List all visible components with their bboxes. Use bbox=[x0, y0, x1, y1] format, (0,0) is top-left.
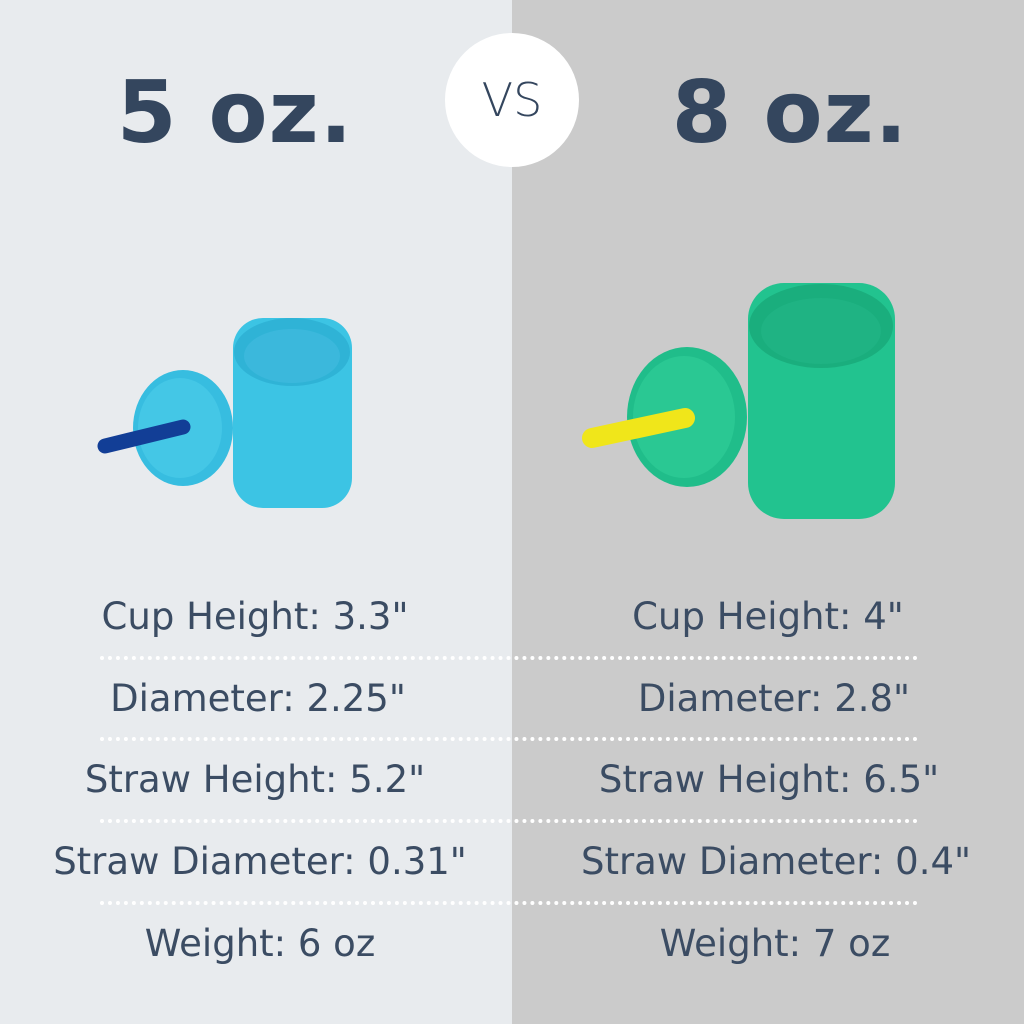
right-spec-straw-diameter: Straw Diameter: 0.4" bbox=[580, 840, 972, 883]
large-cup bbox=[582, 283, 895, 519]
left-spec-cup-height: Cup Height: 3.3" bbox=[101, 595, 409, 638]
vs-label: VS bbox=[481, 73, 543, 127]
right-title: 8 oz. bbox=[671, 63, 909, 163]
right-spec-weight: Weight: 7 oz bbox=[659, 922, 891, 965]
right-spec-diameter: Diameter: 2.8" bbox=[637, 677, 911, 720]
left-spec-straw-diameter: Straw Diameter: 0.31" bbox=[53, 840, 467, 883]
left-spec-straw-height: Straw Height: 5.2" bbox=[84, 758, 426, 801]
right-spec-cup-height: Cup Height: 4" bbox=[632, 595, 904, 638]
left-spec-weight: Weight: 6 oz bbox=[144, 922, 376, 965]
left-panel bbox=[0, 0, 512, 1024]
divider bbox=[100, 737, 918, 741]
small-cup bbox=[97, 318, 352, 508]
divider bbox=[100, 819, 918, 823]
vs-badge: VS bbox=[445, 33, 579, 167]
divider bbox=[100, 901, 918, 905]
left-spec-diameter: Diameter: 2.25" bbox=[110, 677, 406, 720]
right-spec-straw-height: Straw Height: 6.5" bbox=[598, 758, 940, 801]
left-title: 5 oz. bbox=[116, 63, 354, 163]
divider bbox=[100, 656, 918, 660]
